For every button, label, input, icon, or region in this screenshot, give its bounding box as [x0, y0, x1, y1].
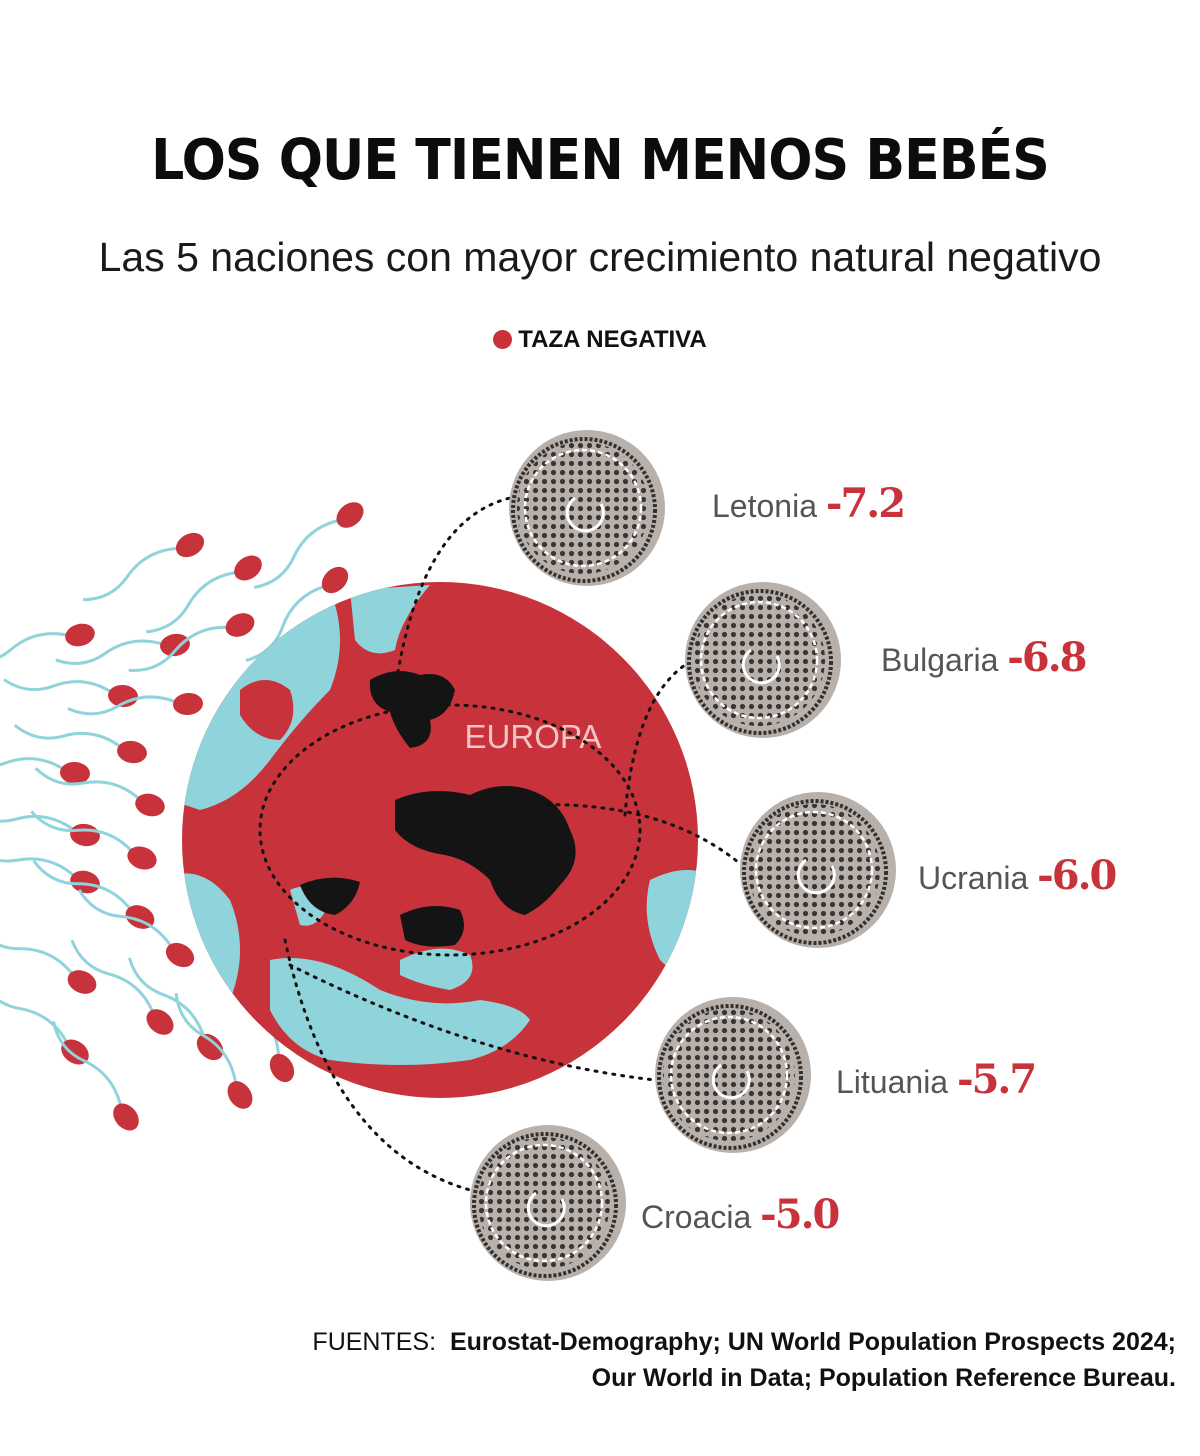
sperm-icon	[77, 889, 195, 968]
sperm-icon	[245, 566, 349, 663]
disc-dots	[663, 1009, 795, 1141]
chart-title: LOS QUE TIENEN MENOS BEBÉS	[151, 128, 1050, 193]
disc-dots	[748, 804, 880, 936]
disc-dots	[478, 1137, 610, 1269]
sperm-icon	[83, 532, 205, 602]
country-marks: Letonia -7.2 Bulgaria -6.8 Ucrania -6.0 Lit…	[470, 430, 1118, 1281]
disc-dots	[693, 594, 825, 726]
country-label: Ucrania -6.0	[918, 852, 1116, 899]
disc-dots	[517, 442, 649, 574]
sperm-icon	[30, 810, 157, 870]
disc-white-ring	[523, 448, 643, 568]
disc-rough-edge	[687, 589, 833, 735]
connector-line	[623, 663, 687, 817]
connector-line	[528, 803, 740, 864]
sperm-icon	[128, 613, 255, 672]
highlighted-countries	[300, 671, 576, 947]
legend-label: TAZA NEGATIVA	[518, 326, 707, 353]
disc-rough-edge	[472, 1132, 618, 1278]
value-label: -6.0	[1037, 852, 1115, 899]
orbit-dotted-line	[258, 703, 642, 957]
country-label: Letonia -7.2	[712, 480, 904, 527]
country-disc-ucrania	[740, 792, 896, 948]
legend-dot-icon	[493, 330, 513, 349]
sperm-icon	[13, 724, 147, 764]
sources-line-2: Our World in Data; Population Reference …	[312, 1360, 1176, 1396]
sperm-icon	[51, 1020, 139, 1131]
disc-white-ring	[754, 810, 874, 930]
country-label: Bulgaria -6.8	[881, 634, 1086, 681]
chart-subtitle: Las 5 naciones con mayor crecimiento nat…	[98, 234, 1102, 280]
country-disc-lituania	[655, 997, 811, 1153]
connector-line	[288, 963, 657, 1082]
disc-white-arc	[711, 1063, 751, 1100]
value-label: -5.7	[957, 1056, 1035, 1103]
disc-white-ring	[484, 1143, 604, 1263]
value-label: -5.0	[760, 1191, 838, 1238]
sperm-icon	[34, 767, 165, 817]
value-label: -6.8	[1007, 634, 1085, 681]
disc-white-ring	[669, 1015, 789, 1135]
disc-white-ring	[699, 600, 819, 720]
sperm-icon	[174, 993, 253, 1109]
sperm-icon	[0, 755, 90, 785]
sperm-icon	[3, 678, 138, 708]
sources-text-1: Eurostat-Demography; UN World Population…	[449, 1328, 1176, 1356]
sperm-icon	[253, 502, 364, 590]
country-disc-croacia	[470, 1125, 626, 1281]
disc-rough-edge	[657, 1004, 803, 1150]
disc-white-arc	[796, 858, 836, 895]
sperm-decoration	[0, 502, 364, 1131]
value-label: -7.2	[826, 480, 904, 527]
disc-rough-edge	[742, 799, 888, 945]
disc-white-arc	[526, 1191, 566, 1228]
disc-rough-edge	[511, 437, 657, 583]
sperm-icon	[55, 633, 190, 665]
sperm-icon	[127, 957, 224, 1061]
sperm-icon	[0, 844, 100, 894]
sources-label: FUENTES:	[312, 1328, 437, 1356]
country-label: Croacia -5.0	[641, 1191, 839, 1238]
disc-white-arc	[565, 496, 605, 533]
europe-globe: EUROPA	[182, 582, 698, 1098]
sources-text-2: Our World in Data; Population Reference …	[591, 1364, 1176, 1392]
region-label: EUROPA	[465, 718, 602, 755]
country-disc-bulgaria	[685, 582, 841, 738]
country-disc-letonia	[509, 430, 665, 586]
sources-line-1: FUENTES: Eurostat-Demography; UN World P…	[312, 1324, 1176, 1360]
legend: TAZA NEGATIVA	[0, 326, 1200, 354]
sperm-icon	[0, 924, 97, 994]
connector-lines	[258, 496, 740, 1192]
connector-line	[283, 938, 472, 1192]
sperm-icon	[0, 623, 95, 664]
sperm-icon	[146, 555, 262, 634]
sources: FUENTES: Eurostat-Demography; UN World P…	[312, 1324, 1176, 1396]
sperm-icon	[67, 692, 203, 716]
country-label: Lituania -5.7	[836, 1056, 1035, 1103]
sperm-icon	[70, 939, 174, 1035]
disc-white-arc	[741, 648, 781, 685]
